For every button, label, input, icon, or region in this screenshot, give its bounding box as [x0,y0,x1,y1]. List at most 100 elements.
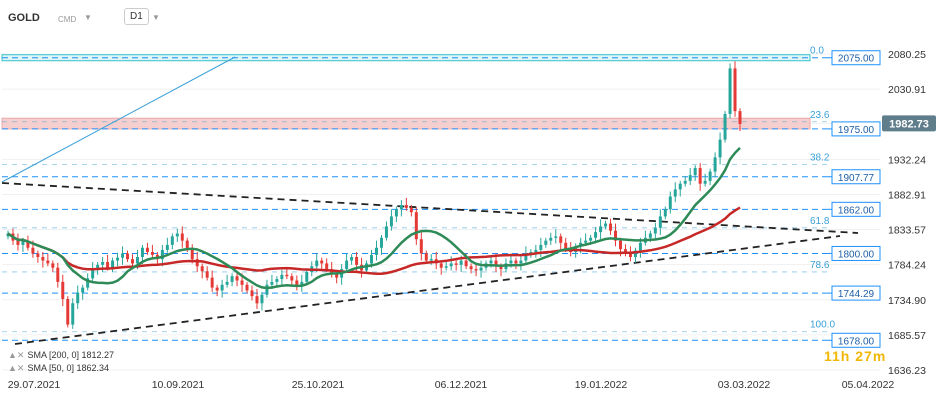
x-tick-label: 05.04.2022 [842,379,895,391]
candle-body [534,249,538,253]
candle-body [135,257,139,264]
candle-body [56,267,60,282]
candle-body [728,68,732,114]
candle-body [355,257,359,265]
candle-body [723,113,727,140]
symbol-dropdown-icon[interactable]: ▼ [84,13,92,22]
moving-averages [7,147,741,290]
candle-body [270,281,274,285]
candle-body [275,279,279,282]
candle-body [703,180,707,184]
timeframe-selector[interactable]: D1 [124,8,149,25]
candle-body [145,247,149,253]
candle-body [678,183,682,190]
candle-body [549,237,553,241]
candle-body [464,260,468,267]
candle-body [658,216,662,228]
sma50-line [7,147,741,290]
candle-countdown: 11h 27m [824,348,887,364]
candle-body [544,240,548,245]
legend-sma50[interactable]: ▲✕ SMA [50, 0] 1862.34 [8,363,109,374]
candle-body [170,236,174,245]
candle-body [424,253,428,261]
candle-body [290,276,294,281]
x-axis: 29.07.2021 10.09.2021 25.10.2021 06.12.2021… [8,379,895,391]
candle-body [439,263,443,268]
candle-body [285,274,289,277]
upper-triangle-line [1,182,859,234]
y-tick-label: 1636.23 [888,365,926,377]
candle-body [688,175,692,181]
candle-body [499,266,503,270]
candlestick-series [6,61,742,329]
candle-body [604,223,608,227]
fib-label: 0.0 [810,46,824,57]
legend-sma200-label: SMA [200, 0] 1812.27 [27,350,115,360]
level-tag-label: 1800.00 [838,249,875,260]
candle-body [584,240,588,243]
candle-body [295,280,299,285]
candle-body [454,263,458,265]
fib-label: 61.8 [810,216,830,227]
candle-body [116,257,120,261]
fibonacci-labels: 0.0 23.6 38.2 61.8 78.6 100.0 [810,46,835,331]
candle-body [554,236,558,238]
candle-body [305,271,309,282]
y-tick-label: 1734.90 [888,295,926,307]
candle-body [86,278,90,288]
candle-body [76,292,80,304]
candle-body [594,232,598,238]
candle-body [623,249,627,254]
candle-body [559,236,563,243]
candle-body [374,247,378,255]
candle-body [633,250,637,258]
candle-body [255,296,259,304]
fib-label: 38.2 [810,152,830,163]
candle-body [653,227,657,234]
candle-body [524,253,528,261]
candle-body [469,266,473,270]
candle-body [130,259,134,264]
candle-body [474,269,478,271]
candle-body [683,180,687,184]
legend-sma50-label: SMA [50, 0] 1862.34 [27,363,110,373]
candle-body [663,209,667,217]
candle-body [444,266,448,268]
fib-label: 78.6 [810,260,830,271]
candle-body [235,276,239,281]
symbol-name[interactable]: GOLD [8,12,40,24]
candle-body [215,287,219,291]
candle-body [449,263,453,267]
candle-body [245,284,249,291]
candle-body [195,259,199,267]
candle-body [41,257,45,261]
candle-body [370,254,374,264]
candle-body [26,240,30,248]
candle-body [618,240,622,250]
candle-body [220,284,224,291]
lower-triangle-line [14,235,841,345]
candle-body [738,111,742,124]
close-icon[interactable]: ▲✕ [8,350,25,360]
candle-body [389,216,393,227]
candle-body [185,240,189,250]
candle-body [111,260,115,268]
candle-body [350,257,354,261]
candle-body [121,253,125,258]
candle-body [384,226,388,238]
close-icon[interactable]: ▲✕ [8,363,25,373]
candle-body [698,168,702,184]
level-tag-label: 1975.00 [838,125,875,136]
resistance-zone [1,54,811,130]
y-tick-label: 1882.91 [888,189,926,201]
sma200-line [7,206,741,275]
candle-body [409,207,413,213]
candle-body [404,205,408,208]
level-tag-label: 1907.77 [838,173,875,184]
candle-body [210,277,214,288]
timeframe-dropdown-icon[interactable]: ▼ [152,13,160,22]
candle-body [345,260,349,270]
candle-body [564,242,568,250]
legend-sma200[interactable]: ▲✕ SMA [200, 0] 1812.27 [8,350,114,361]
